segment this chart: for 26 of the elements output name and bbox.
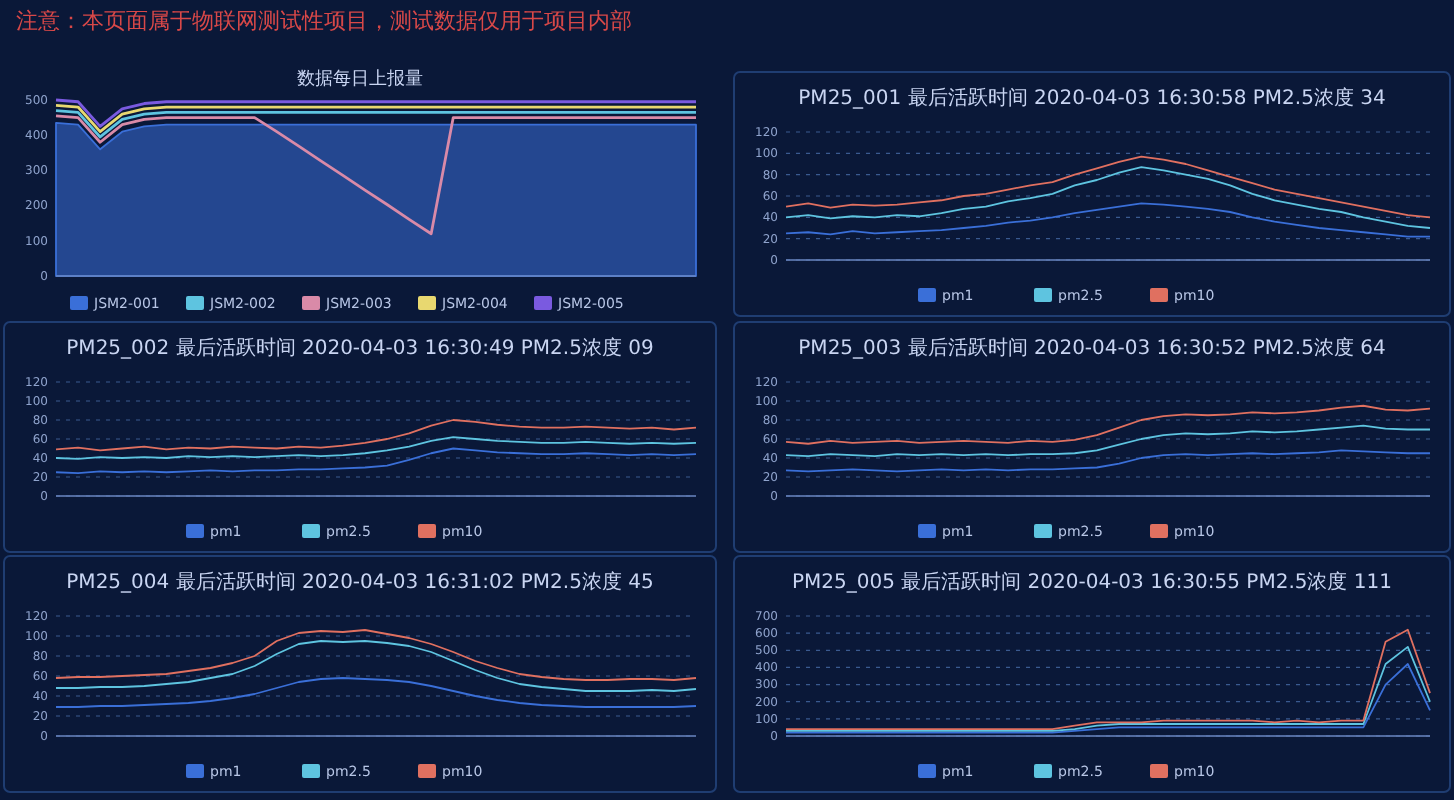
line-series bbox=[785, 202, 1431, 238]
line-series bbox=[54, 103, 698, 134]
chart-title: PM25_003 最后活跃时间 2020-04-03 16:30:52 PM2.5浓度 64 bbox=[798, 336, 1386, 360]
chart-title: PM25_004 最后活跃时间 2020-04-03 16:31:02 PM2.5浓度 45 bbox=[66, 570, 654, 594]
text: 注意：本页面属于物联网测试性项目，测试数据仅用于项目内部 bbox=[16, 8, 632, 34]
line-series bbox=[55, 677, 697, 708]
line-series bbox=[785, 628, 1431, 731]
line-series bbox=[55, 447, 697, 475]
line-series bbox=[785, 663, 1431, 734]
line-series bbox=[54, 98, 698, 128]
chart-title: PM25_001 最后活跃时间 2020-04-03 16:30:58 PM2.5浓度 34 bbox=[798, 86, 1386, 110]
line-series bbox=[55, 419, 697, 452]
line-series bbox=[785, 166, 1431, 229]
line-series bbox=[785, 404, 1431, 445]
line-series bbox=[785, 155, 1431, 219]
chart-title: PM25_005 最后活跃时间 2020-04-03 16:30:55 PM2.5浓度 111 bbox=[791, 570, 1393, 594]
chart-title: PM25_002 最后活跃时间 2020-04-03 16:30:49 PM2.5浓度 09 bbox=[66, 336, 654, 360]
line-series bbox=[54, 109, 698, 139]
line-series bbox=[55, 629, 697, 681]
line-series bbox=[785, 645, 1431, 732]
line-series bbox=[785, 424, 1431, 457]
line-series bbox=[55, 436, 697, 460]
line-series bbox=[785, 449, 1431, 473]
line-series bbox=[55, 640, 697, 692]
line-series bbox=[54, 114, 698, 236]
chart-title: 数据每日上报量 bbox=[297, 68, 423, 90]
